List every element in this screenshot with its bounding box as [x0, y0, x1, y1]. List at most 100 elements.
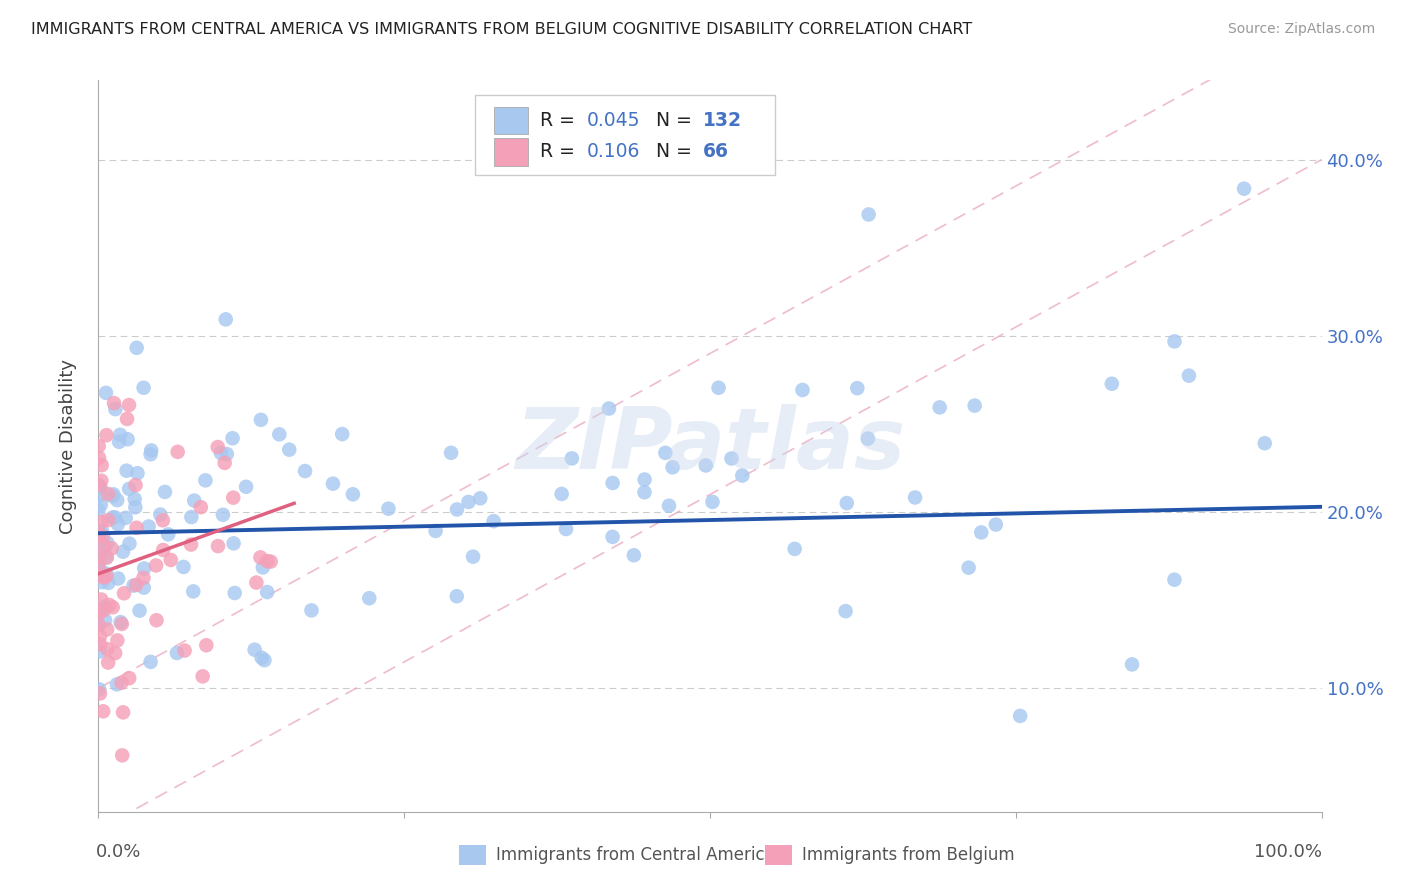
Point: [215, 447, 238, 461]
Point: [561, 451, 583, 466]
Point: [93, 603, 115, 617]
Point: [359, 591, 381, 606]
Point: [191, 669, 214, 683]
Point: [159, 553, 181, 567]
Text: R =: R =: [540, 143, 581, 161]
Point: [482, 514, 505, 528]
Point: [112, 586, 135, 600]
Point: [91, 529, 114, 543]
Point: [118, 536, 141, 550]
Point: [1010, 709, 1032, 723]
Point: [139, 447, 162, 461]
Point: [1121, 657, 1143, 672]
Point: [470, 491, 492, 506]
Point: [707, 381, 730, 395]
Point: [127, 467, 149, 481]
Point: [96, 566, 118, 581]
Point: [377, 501, 399, 516]
Point: [928, 401, 950, 415]
Point: [269, 427, 291, 442]
Point: [104, 510, 127, 524]
Text: Immigrants from Central America: Immigrants from Central America: [496, 846, 775, 863]
Point: [1233, 182, 1256, 196]
Point: [183, 493, 205, 508]
Point: [278, 442, 301, 457]
Point: [963, 399, 986, 413]
Point: [110, 615, 132, 629]
Point: [209, 446, 232, 460]
Point: [87, 617, 110, 632]
Point: [96, 569, 118, 583]
Point: [87, 489, 110, 503]
Point: [103, 396, 125, 410]
Point: [425, 524, 447, 538]
Point: [139, 655, 162, 669]
Point: [695, 458, 717, 473]
Text: 132: 132: [703, 111, 742, 130]
Point: [194, 474, 217, 488]
Point: [550, 487, 572, 501]
Point: [212, 508, 235, 522]
Point: [104, 646, 127, 660]
Point: [89, 629, 111, 643]
Text: R =: R =: [540, 111, 581, 130]
Point: [602, 530, 624, 544]
Text: N =: N =: [657, 143, 699, 161]
Point: [87, 503, 110, 517]
Point: [153, 484, 176, 499]
Point: [93, 599, 115, 614]
Text: 0.045: 0.045: [586, 111, 640, 130]
Point: [111, 617, 134, 632]
Point: [661, 460, 683, 475]
Point: [245, 575, 267, 590]
Point: [122, 578, 145, 592]
Point: [110, 675, 132, 690]
Point: [252, 560, 274, 574]
Point: [104, 402, 127, 417]
Point: [835, 496, 858, 510]
Point: [152, 513, 174, 527]
Point: [243, 642, 266, 657]
Point: [145, 558, 167, 573]
Point: [90, 592, 112, 607]
Point: [87, 478, 110, 492]
Point: [846, 381, 869, 395]
Point: [256, 585, 278, 599]
Bar: [494, 138, 527, 166]
Point: [90, 481, 112, 495]
Point: [1163, 573, 1185, 587]
Point: [96, 536, 118, 550]
Point: [108, 434, 131, 449]
Point: [235, 480, 257, 494]
Point: [87, 606, 110, 620]
Point: [101, 489, 124, 503]
Point: [100, 541, 122, 556]
Point: [190, 500, 212, 515]
Point: [90, 515, 112, 529]
Point: [783, 541, 806, 556]
Point: [1163, 334, 1185, 349]
Point: [125, 521, 148, 535]
Point: [87, 618, 110, 632]
Point: [107, 572, 129, 586]
Point: [141, 443, 163, 458]
Point: [105, 633, 128, 648]
Point: [957, 560, 980, 574]
Point: [87, 557, 110, 571]
Point: [654, 446, 676, 460]
Text: N =: N =: [657, 111, 699, 130]
Point: [149, 508, 172, 522]
Point: [224, 586, 246, 600]
Point: [94, 385, 117, 400]
Point: [250, 413, 273, 427]
Point: [342, 487, 364, 501]
Point: [970, 525, 993, 540]
Point: [118, 398, 141, 412]
Point: [90, 524, 112, 538]
Point: [90, 498, 112, 512]
Point: [215, 312, 238, 326]
Point: [105, 493, 128, 508]
Point: [145, 613, 167, 627]
Point: [702, 495, 724, 509]
Point: [87, 549, 110, 564]
